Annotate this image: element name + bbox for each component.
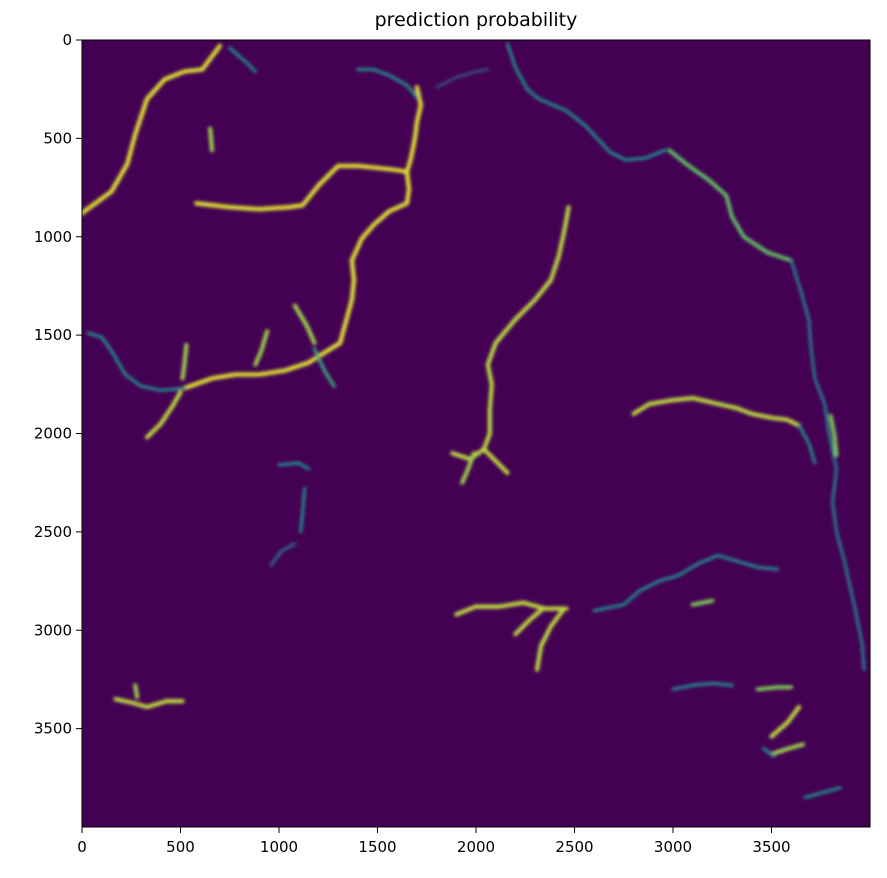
y-axis: 0 500 1000 1500 2000 2500 3000 3500 [34, 31, 82, 738]
feature-r18 [789, 258, 866, 672]
x-tick-label: 3000 [654, 838, 692, 856]
feature-r27 [299, 487, 307, 534]
feature-r36 [356, 68, 419, 99]
feature-r28 [269, 542, 297, 567]
y-tick-label: 0 [62, 31, 72, 49]
feature-r3 [404, 85, 423, 174]
chart-title: prediction probability [375, 9, 578, 31]
feature-r2 [194, 163, 410, 212]
feature-r34 [769, 742, 806, 757]
feature-r37 [435, 68, 489, 89]
feature-r26 [277, 461, 310, 471]
y-tick-label: 1500 [34, 326, 72, 344]
x-tick-label: 1000 [260, 838, 298, 856]
feature-r10 [312, 347, 336, 388]
x-axis: 0 500 1000 1500 2000 2500 3000 3500 [77, 827, 791, 856]
y-tick-label: 3500 [34, 720, 72, 738]
feature-r39 [762, 746, 775, 758]
feature-r31 [671, 681, 734, 691]
feature-r25 [513, 606, 546, 637]
x-tick-label: 3500 [752, 838, 790, 856]
x-tick-label: 1500 [358, 838, 396, 856]
feature-r5 [86, 331, 186, 392]
feature-r32 [755, 685, 794, 692]
x-tick-label: 500 [166, 838, 195, 856]
feature-r33 [769, 704, 802, 739]
feature-r20 [797, 424, 817, 465]
y-tick-label: 2500 [34, 523, 72, 541]
feature-r35 [803, 786, 842, 799]
feature-r12 [228, 46, 257, 73]
feature-r38 [690, 598, 715, 607]
x-tick-label: 2000 [457, 838, 495, 856]
feature-r11 [208, 126, 215, 153]
feature-r15 [460, 451, 477, 485]
feature-r22 [592, 554, 779, 613]
feature-r9 [292, 303, 317, 346]
x-tick-label: 0 [77, 838, 87, 856]
heatmap-features [82, 42, 866, 799]
feature-r30 [133, 683, 140, 700]
feature-r29 [113, 696, 185, 710]
heatmap-background [82, 40, 870, 827]
feature-r6 [144, 390, 183, 440]
feature-r8 [253, 329, 270, 367]
y-tick-label: 3000 [34, 621, 72, 639]
feature-r23 [454, 600, 569, 617]
feature-r7 [180, 342, 189, 381]
feature-r1 [82, 43, 223, 216]
y-tick-label: 2000 [34, 425, 72, 443]
y-tick-label: 1000 [34, 228, 72, 246]
x-tick-label: 2500 [555, 838, 593, 856]
feature-r13 [450, 205, 571, 462]
feature-r19 [631, 396, 802, 428]
feature-r4 [182, 169, 412, 391]
y-tick-label: 500 [43, 129, 72, 147]
feature-r21 [828, 413, 839, 458]
feature-r16 [506, 42, 667, 162]
feature-r14 [481, 447, 510, 475]
feature-r17 [667, 148, 794, 263]
feature-r24 [534, 608, 565, 672]
